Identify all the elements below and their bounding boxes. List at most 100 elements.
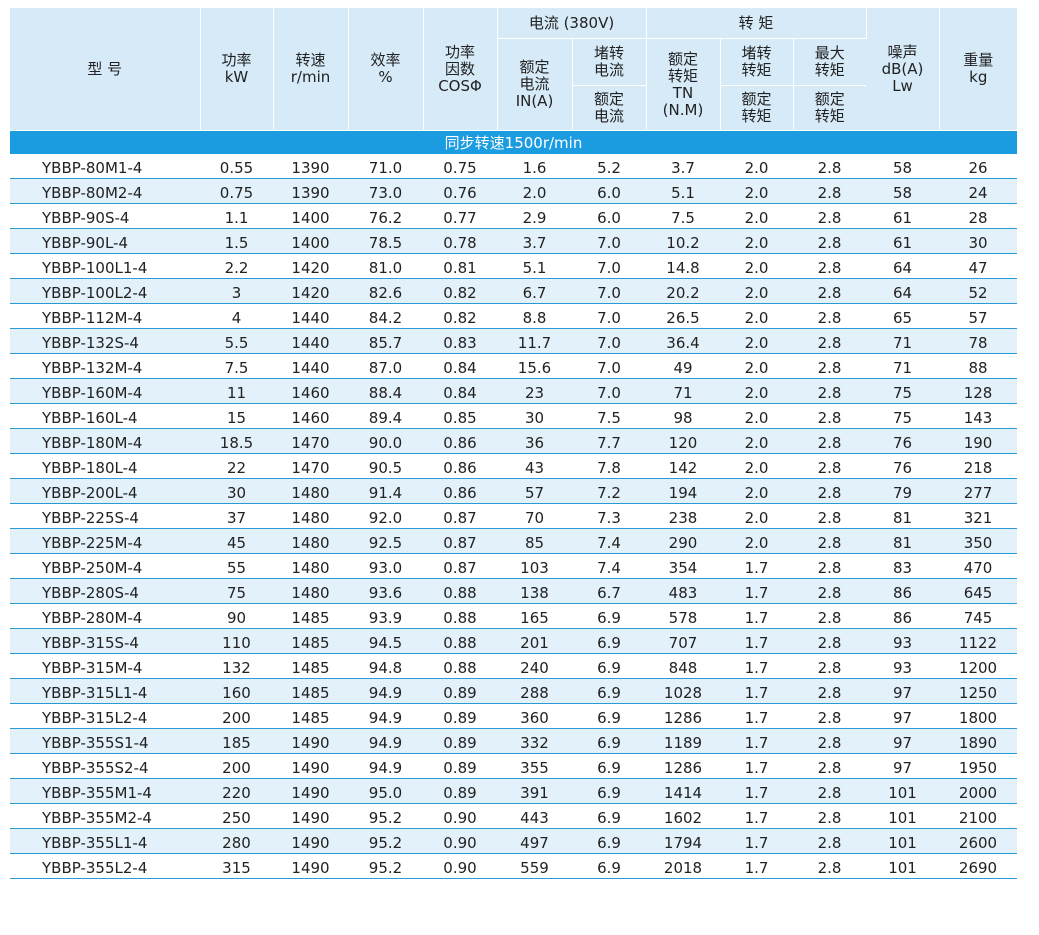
header-locked-current-top: 堵转 电流 bbox=[572, 38, 647, 86]
header-power-label: 功率 bbox=[221, 51, 252, 69]
cell-rated-current: 201 bbox=[497, 628, 572, 654]
cell-speed: 1490 bbox=[273, 803, 348, 829]
cell-weight: 28 bbox=[939, 203, 1018, 229]
cell-weight: 2100 bbox=[939, 803, 1018, 829]
cell-locked-torque-ratio: 2.0 bbox=[720, 428, 793, 454]
table-row: YBBP-315L1-4 160 1485 94.9 0.89 288 6.9 1028 1.7… bbox=[10, 678, 1018, 704]
cell-max-torque-ratio: 2.8 bbox=[793, 628, 867, 654]
cell-power-factor: 0.89 bbox=[423, 728, 497, 754]
cell-power: 0.55 bbox=[200, 154, 273, 179]
cell-weight: 1200 bbox=[939, 653, 1018, 679]
cell-locked-torque-ratio: 2.0 bbox=[720, 403, 793, 429]
cell-locked-current-ratio: 7.2 bbox=[572, 478, 646, 504]
cell-model: YBBP-160M-4 bbox=[10, 378, 200, 404]
cell-efficiency: 76.2 bbox=[348, 203, 423, 229]
table-row: YBBP-355M2-4 250 1490 95.2 0.90 443 6.9 1602 1.7… bbox=[10, 803, 1018, 829]
cell-model: YBBP-355M1-4 bbox=[10, 778, 200, 804]
cell-speed: 1400 bbox=[273, 228, 348, 254]
cell-efficiency: 87.0 bbox=[348, 353, 423, 379]
cell-power-factor: 0.83 bbox=[423, 328, 497, 354]
cell-rated-current: 30 bbox=[497, 403, 572, 429]
cell-rated-current: 2.0 bbox=[497, 178, 572, 204]
cell-power-factor: 0.82 bbox=[423, 278, 497, 304]
cell-power: 280 bbox=[200, 828, 273, 854]
cell-efficiency: 82.6 bbox=[348, 278, 423, 304]
cell-locked-current-ratio: 7.4 bbox=[572, 553, 646, 579]
cell-model: YBBP-100L1-4 bbox=[10, 253, 200, 279]
cell-efficiency: 94.9 bbox=[348, 728, 423, 754]
cell-noise: 86 bbox=[866, 603, 940, 629]
cell-locked-torque-ratio: 1.7 bbox=[720, 678, 793, 704]
cell-power: 315 bbox=[200, 853, 273, 879]
cell-rated-current: 70 bbox=[497, 503, 572, 529]
cell-speed: 1480 bbox=[273, 553, 348, 579]
cell-max-torque-ratio: 2.8 bbox=[793, 378, 867, 404]
cell-locked-current-ratio: 7.5 bbox=[572, 403, 646, 429]
table-row: YBBP-355L1-4 280 1490 95.2 0.90 497 6.9 1794 1.7… bbox=[10, 828, 1018, 854]
cell-rated-torque: 1286 bbox=[646, 703, 720, 729]
cell-rated-current: 355 bbox=[497, 753, 572, 779]
header-speed-unit: r/min bbox=[290, 68, 331, 86]
cell-model: YBBP-315L2-4 bbox=[10, 703, 200, 729]
cell-rated-torque: 1189 bbox=[646, 728, 720, 754]
cell-locked-current-ratio: 6.9 bbox=[572, 653, 646, 679]
cell-power-factor: 0.88 bbox=[423, 653, 497, 679]
cell-power: 0.75 bbox=[200, 178, 273, 204]
cell-power-factor: 0.78 bbox=[423, 228, 497, 254]
cell-power: 7.5 bbox=[200, 353, 273, 379]
cell-rated-current: 5.1 bbox=[497, 253, 572, 279]
cell-noise: 101 bbox=[866, 828, 940, 854]
header-rated-current-line3: IN(A) bbox=[515, 92, 554, 110]
cell-weight: 1250 bbox=[939, 678, 1018, 704]
cell-model: YBBP-90L-4 bbox=[10, 228, 200, 254]
cell-model: YBBP-132M-4 bbox=[10, 353, 200, 379]
cell-locked-torque-ratio: 1.7 bbox=[720, 778, 793, 804]
cell-weight: 24 bbox=[939, 178, 1018, 204]
cell-locked-current-ratio: 6.9 bbox=[572, 753, 646, 779]
cell-power: 5.5 bbox=[200, 328, 273, 354]
header-current-group-label: 电流 (380V) bbox=[528, 13, 615, 32]
cell-max-torque-ratio: 2.8 bbox=[793, 828, 867, 854]
cell-locked-torque-ratio: 2.0 bbox=[720, 154, 793, 179]
cell-noise: 71 bbox=[866, 353, 940, 379]
cell-efficiency: 94.9 bbox=[348, 678, 423, 704]
cell-speed: 1440 bbox=[273, 328, 348, 354]
table-row: YBBP-315M-4 132 1485 94.8 0.88 240 6.9 848 1.7 2.… bbox=[10, 653, 1018, 679]
cell-power: 55 bbox=[200, 553, 273, 579]
cell-weight: 218 bbox=[939, 453, 1018, 479]
cell-power-factor: 0.89 bbox=[423, 778, 497, 804]
table-row: YBBP-132S-4 5.5 1440 85.7 0.83 11.7 7.0 36.4 2.0… bbox=[10, 328, 1018, 354]
cell-power: 37 bbox=[200, 503, 273, 529]
cell-max-torque-ratio: 2.8 bbox=[793, 653, 867, 679]
cell-power: 185 bbox=[200, 728, 273, 754]
cell-weight: 745 bbox=[939, 603, 1018, 629]
table-row: YBBP-100L2-4 3 1420 82.6 0.82 6.7 7.0 20.2 2.0 2.… bbox=[10, 278, 1018, 304]
cell-efficiency: 94.8 bbox=[348, 653, 423, 679]
cell-noise: 97 bbox=[866, 753, 940, 779]
cell-rated-torque: 71 bbox=[646, 378, 720, 404]
cell-noise: 71 bbox=[866, 328, 940, 354]
table-row: YBBP-355L2-4 315 1490 95.2 0.90 559 6.9 2018 1.7… bbox=[10, 853, 1018, 879]
cell-power: 200 bbox=[200, 753, 273, 779]
cell-rated-current: 2.9 bbox=[497, 203, 572, 229]
cell-speed: 1485 bbox=[273, 653, 348, 679]
cell-noise: 58 bbox=[866, 178, 940, 204]
header-locked-current-denom-line2: 电流 bbox=[593, 107, 624, 125]
cell-weight: 321 bbox=[939, 503, 1018, 529]
cell-locked-current-ratio: 7.3 bbox=[572, 503, 646, 529]
cell-model: YBBP-200L-4 bbox=[10, 478, 200, 504]
cell-weight: 190 bbox=[939, 428, 1018, 454]
cell-speed: 1490 bbox=[273, 828, 348, 854]
table-row: YBBP-315L2-4 200 1485 94.9 0.89 360 6.9 1286 1.7… bbox=[10, 703, 1018, 729]
cell-power: 22 bbox=[200, 453, 273, 479]
header-rated-current-line2: 电流 bbox=[519, 75, 550, 93]
cell-power-factor: 0.90 bbox=[423, 828, 497, 854]
cell-locked-torque-ratio: 2.0 bbox=[720, 378, 793, 404]
cell-noise: 81 bbox=[866, 503, 940, 529]
cell-locked-current-ratio: 6.9 bbox=[572, 703, 646, 729]
cell-rated-torque: 14.8 bbox=[646, 253, 720, 279]
table-row: YBBP-100L1-4 2.2 1420 81.0 0.81 5.1 7.0 14.8 2.0… bbox=[10, 253, 1018, 279]
cell-rated-torque: 578 bbox=[646, 603, 720, 629]
cell-noise: 83 bbox=[866, 553, 940, 579]
cell-locked-torque-ratio: 2.0 bbox=[720, 303, 793, 329]
